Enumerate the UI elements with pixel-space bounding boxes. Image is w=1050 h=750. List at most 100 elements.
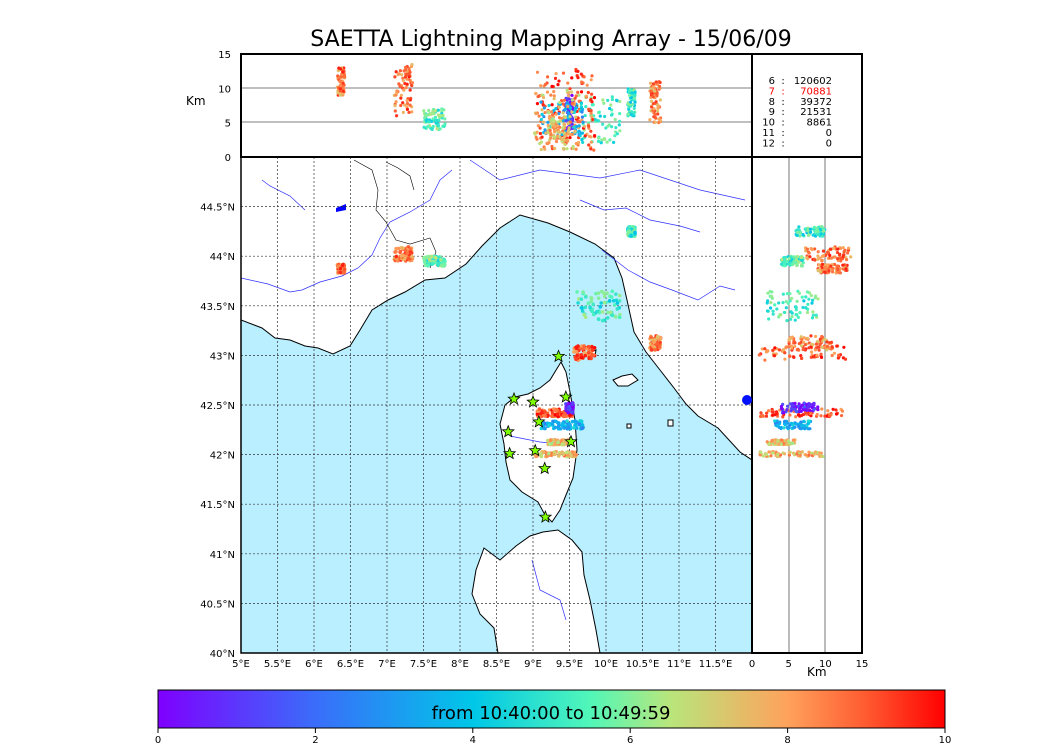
lightning-source [800, 337, 804, 341]
lightning-source [808, 227, 812, 231]
station-count-sep: : [781, 97, 784, 108]
lightning-source [554, 106, 558, 111]
side-alt-tick-label: 5 [785, 659, 791, 670]
station-count-sep: : [781, 128, 784, 139]
lightning-source [549, 132, 553, 137]
lightning-source [793, 341, 797, 345]
lightning-source [655, 109, 660, 113]
lightning-source [579, 72, 583, 76]
lightning-source [609, 113, 614, 117]
lightning-source [822, 229, 826, 233]
lightning-source [579, 352, 584, 357]
lightning-source [442, 124, 446, 129]
lightning-source [798, 422, 802, 426]
lightning-source [781, 292, 785, 296]
lightning-source [775, 423, 780, 427]
lightning-source [554, 71, 558, 76]
side-panel-marker [742, 395, 752, 405]
lightning-source [809, 247, 813, 251]
lightning-source [574, 147, 578, 151]
lightning-source [551, 438, 556, 442]
station-star-icon [507, 391, 521, 405]
lon-tick-label: 9.5°E [556, 659, 583, 670]
lightning-source [583, 113, 587, 118]
lightning-source [816, 297, 820, 301]
lightning-source [779, 438, 784, 442]
lightning-source [613, 134, 617, 138]
lightning-source [430, 127, 434, 131]
lat-tick-label: 40.5°N [200, 599, 235, 610]
lightning-source [566, 406, 571, 411]
lightning-source [580, 137, 584, 142]
lightning-source [557, 105, 561, 109]
lightning-source [617, 293, 622, 298]
lightning-source [557, 130, 561, 134]
lightning-source [615, 132, 619, 136]
lightning-source [764, 452, 769, 457]
lightning-source [761, 454, 765, 458]
lightning-source [790, 441, 795, 445]
lightning-source [787, 440, 792, 444]
lightning-source [435, 127, 439, 131]
lightning-source [793, 401, 797, 405]
lat-tick-label: 41°N [210, 550, 235, 561]
lightning-source [566, 81, 570, 85]
lightning-source [546, 120, 550, 124]
lightning-source [650, 105, 654, 109]
elba [612, 373, 639, 387]
lightning-source [590, 115, 594, 119]
lightning-source [813, 450, 818, 454]
lightning-source [607, 299, 612, 303]
lightning-source [785, 408, 789, 412]
lightning-source [555, 412, 560, 417]
lightning-source [818, 256, 822, 260]
lightning-source [565, 101, 570, 105]
lightning-source [560, 442, 564, 447]
side-alt-tick-label: 15 [856, 659, 869, 670]
lightning-source [541, 120, 545, 124]
lightning-source [401, 110, 405, 114]
lightning-source [543, 147, 547, 151]
lon-tick-label: 5.5°E [264, 659, 291, 670]
lightning-source [548, 128, 552, 132]
lightning-source [399, 93, 404, 97]
top-altitude-ticks: 0 5 10 15 [218, 50, 231, 164]
lightning-source [576, 76, 580, 80]
station-star-icon [502, 446, 517, 460]
station-count-label: 11 [762, 128, 775, 139]
lightning-source [827, 414, 831, 418]
lightning-source [583, 353, 588, 358]
station-count-value: 0 [826, 128, 832, 139]
lightning-source [630, 91, 634, 95]
lightning-source [540, 112, 544, 116]
lightning-source [804, 306, 808, 310]
lightning-source [550, 144, 554, 149]
lightning-source [580, 309, 585, 313]
lightning-source [539, 426, 544, 431]
lightning-source [430, 111, 434, 115]
lightning-source [797, 225, 801, 229]
colorbar-tick-label: 0 [155, 735, 161, 746]
lightning-source [583, 134, 587, 138]
lightning-source [826, 409, 830, 413]
colorbar-gradient [157, 689, 946, 729]
lightning-source [567, 401, 571, 406]
lightning-source [788, 354, 792, 359]
lightning-source [763, 358, 767, 362]
station-star-icon [532, 414, 546, 428]
lightning-source [567, 94, 571, 98]
lightning-source [582, 350, 587, 355]
lightning-source [794, 255, 798, 259]
lightning-source [431, 124, 435, 129]
lightning-source [545, 454, 549, 459]
lightning-source [543, 426, 547, 431]
lightning-source [336, 69, 340, 73]
lightning-source [402, 256, 407, 261]
lightning-source [600, 138, 604, 142]
lightning-source [785, 421, 789, 425]
latitude-ticks: 40°N 40.5°N 41°N 41.5°N 42°N 42.5°N 43°N 43.5°N… [200, 203, 235, 660]
lightning-source [776, 438, 780, 443]
lightning-source [554, 139, 559, 144]
lightning-source [552, 94, 556, 98]
